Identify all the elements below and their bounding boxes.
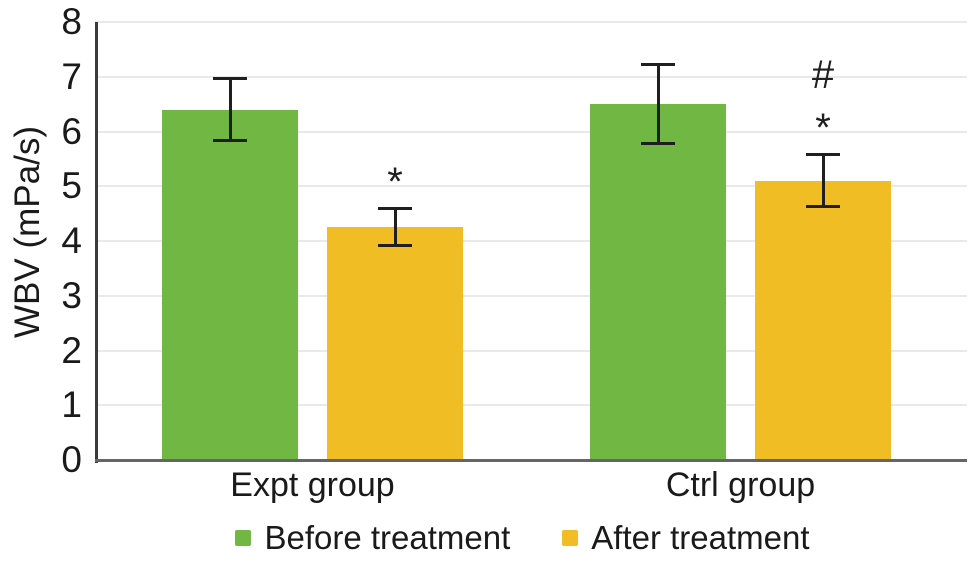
legend-swatch-after-treatment [562, 530, 579, 546]
y-tick-label-0: 0 [61, 439, 82, 480]
error-bar-after-treatment-expt-group [393, 208, 397, 247]
legend-item-before-treatment: Before treatment [235, 519, 510, 557]
legend-label-after-treatment: After treatment [591, 519, 810, 556]
error-bar-cap-bottom [641, 142, 675, 146]
gridline-7 [95, 75, 967, 78]
plot-area: * * # [95, 21, 967, 463]
x-category-label-ctrl-group: Ctrl group [665, 466, 816, 504]
error-bar-cap-bottom [806, 205, 840, 209]
x-category-label-expt-group: Expt group [230, 466, 395, 504]
error-bar-cap-top [641, 63, 675, 67]
legend: Before treatment After treatment [38, 517, 969, 559]
y-tick-label-1: 1 [61, 384, 82, 426]
gridline-4 [95, 240, 967, 242]
error-bar-after-treatment-ctrl-group [821, 154, 825, 208]
legend-swatch-before-treatment [235, 530, 252, 546]
y-tick-label-4: 4 [61, 220, 82, 261]
y-tick-label-6: 6 [61, 110, 82, 152]
error-bar-before-treatment-expt-group [228, 78, 232, 141]
y-tick-label-2: 2 [61, 329, 82, 371]
y-tick-label-3: 3 [61, 274, 82, 316]
error-bar-cap-top [213, 77, 247, 81]
x-axis-baseline [95, 459, 967, 462]
gridline-8 [95, 21, 967, 23]
error-bar-cap-bottom [378, 244, 412, 248]
error-bar-before-treatment-ctrl-group [656, 64, 660, 145]
bar-before-treatment-ctrl-group [590, 104, 726, 460]
gridline-6 [95, 130, 967, 133]
gridline-5 [95, 185, 967, 188]
legend-label-before-treatment: Before treatment [264, 519, 511, 556]
gridline-2 [95, 349, 967, 352]
y-tick-label-8: 8 [61, 1, 82, 42]
significance-marker-asterisk: * [387, 160, 403, 205]
bar-after-treatment-ctrl-group [755, 180, 891, 460]
y-axis-line [95, 22, 98, 463]
error-bar-cap-bottom [213, 138, 247, 142]
significance-marker-hash: # [811, 53, 835, 98]
legend-item-after-treatment: After treatment [562, 519, 810, 557]
y-tick-label-7: 7 [61, 55, 82, 97]
error-bar-cap-top [806, 153, 840, 157]
bar-before-treatment-expt-group [162, 109, 298, 460]
significance-marker-asterisk: * [815, 106, 831, 151]
y-tick-label-5: 5 [61, 165, 82, 207]
gridline-3 [95, 294, 967, 297]
gridline-1 [95, 404, 967, 407]
error-bar-cap-top [378, 207, 412, 211]
bar-after-treatment-expt-group [327, 227, 463, 460]
